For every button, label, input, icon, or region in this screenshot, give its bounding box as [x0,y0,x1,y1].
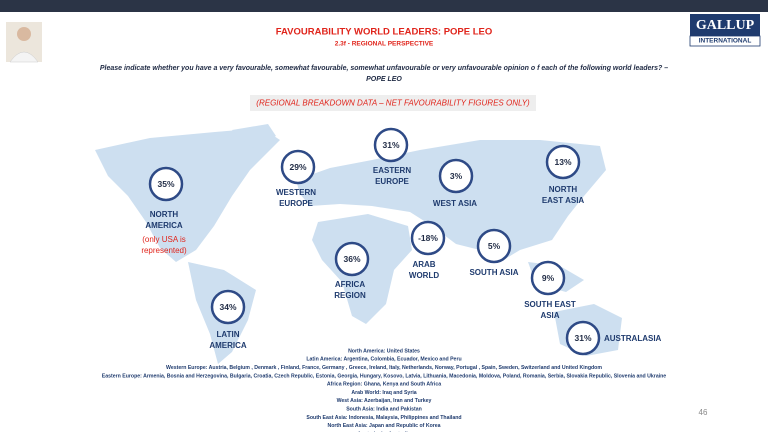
subtitle: 2.3f - REGIONAL PERSPECTIVE [335,41,434,48]
footnote: Eastern Europe: Armenia, Bosnia and Herz… [102,373,667,379]
greenland [232,124,276,148]
region-circle [210,289,246,325]
region-remark: (only USA is [142,235,186,244]
question: POPE LEO [366,76,402,83]
portrait-body [9,51,39,63]
region-label: WORLD [409,271,439,280]
region-label: WESTERN [276,188,316,197]
region-label: SOUTH EAST [524,300,576,309]
region-circle [476,228,512,264]
footnotes: North America: United States Latin Americ… [102,348,667,432]
question: Please indicate whether you have a very … [100,65,668,72]
region-label: ARAB [412,260,435,269]
region-label: ASIA [540,311,559,320]
region-label: AUSTRALASIA [604,334,662,343]
region-circle [373,127,409,163]
region-value: 3% [450,171,463,181]
region-label: REGION [334,291,366,300]
region-label: LATIN [217,330,240,339]
region-value: 31% [574,333,591,343]
footnote: North America: United States [348,348,420,354]
region-value: 36% [343,254,360,264]
footnote: Western Europe: Austria, Belgium , Denma… [166,365,602,371]
title: FAVOURABILITY WORLD LEADERS: POPE LEO [276,27,493,38]
region-label: EUROPE [279,199,313,208]
region-value: 35% [157,179,174,189]
footnote: North East Asia: Japan and Republic of K… [327,423,440,429]
footnote: West Asia: Azerbaijan, Iran and Turkey [337,398,432,404]
region-label: AMERICA [209,341,247,350]
note-box [250,95,536,111]
region-remark: represented) [141,246,187,255]
region-circle [565,320,601,356]
logo-box [690,14,760,36]
region-value: 5% [488,241,501,251]
region-label: NORTH [150,210,179,219]
logo-text: GALLUP [696,18,755,33]
portrait-face [17,27,31,41]
region-label: EAST ASIA [542,196,585,205]
region-value: 13% [554,157,571,167]
region-label: NORTH [549,185,578,194]
region-circle [334,241,370,277]
region-circle [530,260,566,296]
region-value: -18% [418,233,438,243]
region-label: WEST ASIA [433,199,477,208]
footnote: Africa Region: Ghana, Kenya and South Af… [327,382,441,388]
region-label: EASTERN [373,166,411,175]
region-circle [438,158,474,194]
footnote: Latin America: Argentina, Colombia, Ecua… [306,357,461,363]
footnote: Arab World: Iraq and Syria [351,390,416,396]
region-circle [280,149,316,185]
region-circle [545,144,581,180]
region-value: 34% [219,302,236,312]
footnote: South East Asia: Indonesia, Malaysia, Ph… [306,415,461,421]
logo-sub-box [689,35,761,47]
region-label: AFRICA [335,280,365,289]
region-circle [148,166,184,202]
regions: 35% NORTH AMERICA (only USA is represented) 2… [141,127,662,356]
north-america [95,128,280,262]
footnote: South Asia: India and Pakistan [346,406,422,412]
page-number: 46 [699,408,708,417]
region-label: SOUTH ASIA [469,268,518,277]
region-value: 29% [289,162,306,172]
region-label: EUROPE [375,177,409,186]
eurasia [296,140,606,262]
region-label: AMERICA [145,221,183,230]
top-band [0,0,768,12]
region-value: 31% [382,140,399,150]
note: (REGIONAL BREAKDOWN DATA – NET FAVOURABI… [256,99,530,108]
logo-subtext: INTERNATIONAL [699,38,752,45]
region-value: 9% [542,273,555,283]
region-circle [410,220,446,256]
